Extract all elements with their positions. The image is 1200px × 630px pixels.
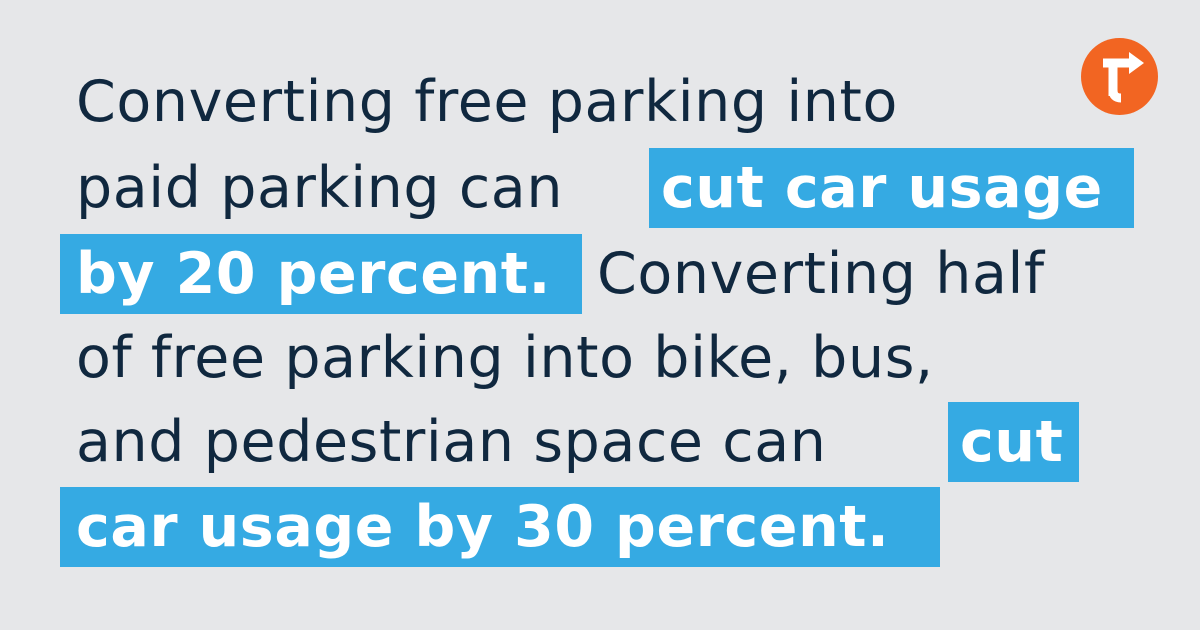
turn-right-arrow-icon bbox=[1103, 52, 1144, 103]
highlight-stat: car usage by 30 percent. bbox=[60, 487, 940, 567]
quote-text: paid parking can bbox=[76, 155, 564, 221]
highlight-text: by 20 percent. bbox=[76, 241, 551, 307]
quote-text: and pedestrian space can bbox=[76, 409, 827, 475]
quote-text: Converting free parking into bbox=[76, 69, 898, 135]
quote-text: of free parking into bike, bus, bbox=[76, 325, 934, 391]
highlight-text: car usage by 30 percent. bbox=[76, 494, 890, 560]
highlight-stat: cut bbox=[948, 402, 1079, 482]
highlight-text: cut car usage bbox=[661, 155, 1103, 221]
brand-logo bbox=[1081, 38, 1158, 115]
highlight-stat: by 20 percent. bbox=[60, 234, 582, 314]
highlight-stat: cut car usage bbox=[649, 148, 1134, 228]
highlight-text: cut bbox=[960, 409, 1064, 475]
quote-text: Converting half bbox=[597, 241, 1045, 307]
